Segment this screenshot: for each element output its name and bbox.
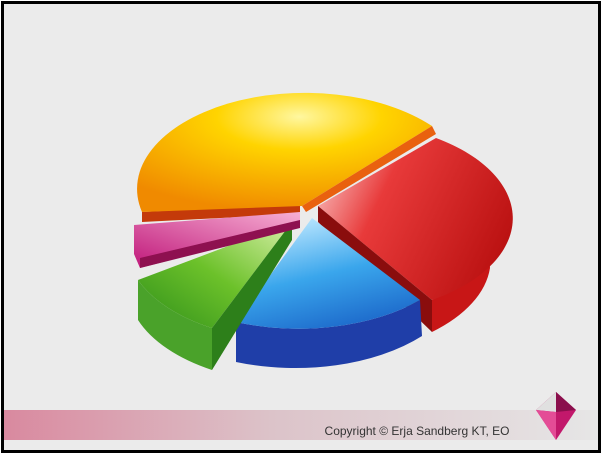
- red-slice: [318, 138, 513, 300]
- yellow-edge: [302, 126, 436, 212]
- blue-slice: [236, 218, 420, 329]
- green-side: [138, 280, 212, 370]
- blue-side: [236, 300, 422, 369]
- pie-illustration: [134, 92, 513, 370]
- gem-logo: [536, 392, 576, 440]
- green-edge: [212, 222, 292, 370]
- green-slice: [138, 222, 292, 328]
- magenta-side: [140, 220, 300, 268]
- footer-band: [4, 410, 598, 440]
- copyright: Copyright © Erja Sandberg KT, EO: [325, 424, 510, 438]
- yellow-slice: [137, 92, 433, 212]
- yellow-side: [142, 204, 300, 222]
